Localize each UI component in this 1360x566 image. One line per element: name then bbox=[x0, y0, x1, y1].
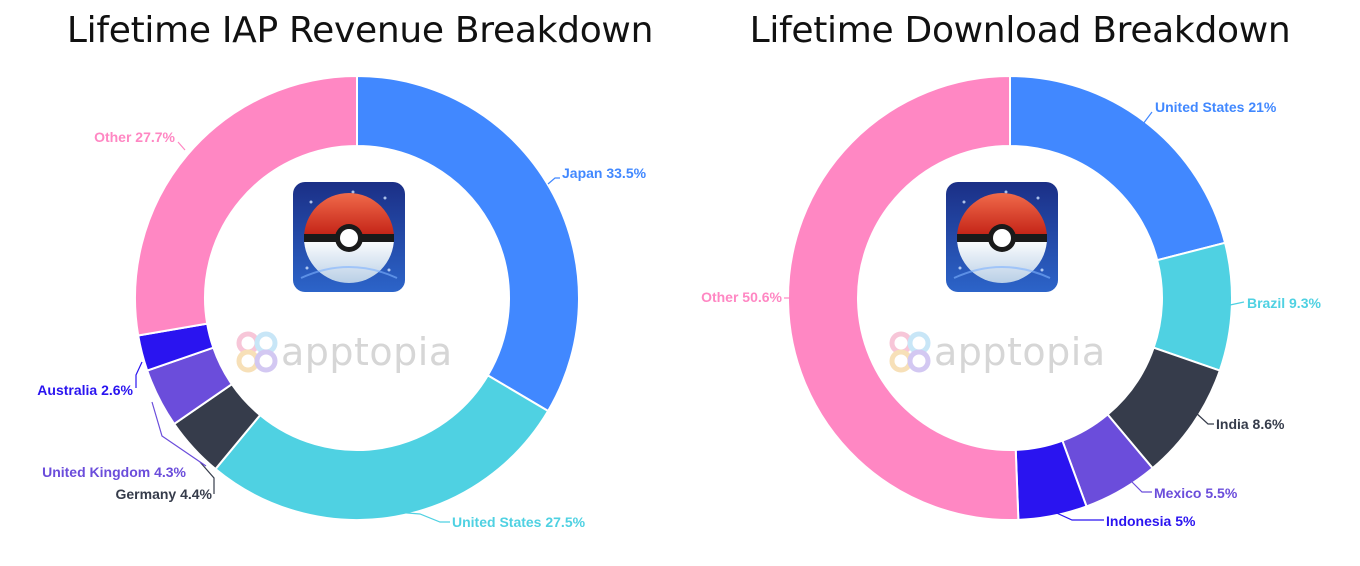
label-australia: Australia 2.6% bbox=[37, 382, 133, 398]
connector-japan bbox=[547, 177, 560, 185]
slice-japan bbox=[356, 74, 580, 413]
slice-other bbox=[787, 74, 1020, 521]
label-united-states: United States 27.5% bbox=[452, 514, 586, 530]
connector-united-states bbox=[394, 511, 450, 523]
label-mexico: Mexico 5.5% bbox=[1154, 485, 1238, 501]
connector-other bbox=[177, 141, 186, 151]
connector-australia bbox=[135, 361, 143, 388]
brand-name: apptopia bbox=[281, 330, 453, 374]
apptopia-watermark: apptopia bbox=[889, 330, 1106, 374]
label-other: Other 27.7% bbox=[94, 129, 175, 145]
connector-india bbox=[1194, 411, 1214, 425]
label-japan: Japan 33.5% bbox=[562, 165, 647, 181]
chart-title-downloads: Lifetime Download Breakdown bbox=[749, 10, 1291, 51]
label-indonesia: Indonesia 5% bbox=[1106, 513, 1196, 529]
connector-germany bbox=[199, 461, 215, 494]
connector-mexico bbox=[1131, 481, 1152, 493]
brand-name: apptopia bbox=[934, 330, 1106, 374]
donut-chart-iap-revenue: Japan 33.5% United States 27.5% Germany 4.… bbox=[37, 74, 647, 530]
label-united-kingdom: United Kingdom 4.3% bbox=[42, 464, 186, 480]
donut-chart-downloads: United States 21% Brazil 9.3% India 8.6% Me… bbox=[701, 74, 1321, 529]
connector-united-kingdom bbox=[151, 401, 207, 467]
slice-united-states bbox=[214, 374, 550, 521]
pokeball-app-icon bbox=[946, 182, 1058, 292]
pokeball-app-icon bbox=[293, 182, 405, 292]
label-united-states: United States 21% bbox=[1155, 99, 1277, 115]
label-brazil: Brazil 9.3% bbox=[1247, 295, 1321, 311]
apptopia-logo-icon bbox=[889, 331, 931, 373]
connector-indonesia bbox=[1049, 509, 1104, 521]
label-other: Other 50.6% bbox=[701, 289, 782, 305]
connector-brazil bbox=[1229, 301, 1245, 306]
apptopia-watermark: apptopia bbox=[236, 330, 453, 374]
label-india: India 8.6% bbox=[1216, 416, 1285, 432]
slice-other bbox=[134, 74, 358, 337]
label-germany: Germany 4.4% bbox=[116, 486, 213, 502]
chart-title-iap-revenue: Lifetime IAP Revenue Breakdown bbox=[66, 10, 654, 51]
apptopia-logo-icon bbox=[236, 331, 278, 373]
connector-united-states bbox=[1139, 111, 1153, 129]
